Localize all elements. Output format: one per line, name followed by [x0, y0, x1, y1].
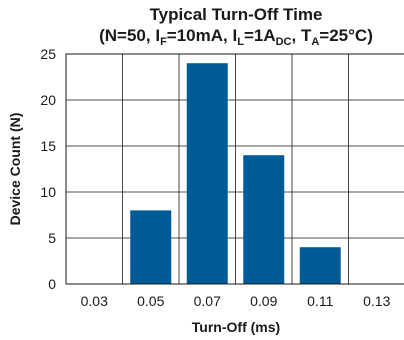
y-tick-label: 0: [48, 276, 56, 292]
bar-0.11: [299, 247, 341, 284]
x-tick-labels: 0.03 0.05 0.07 0.09 0.11 0.13: [81, 293, 391, 309]
x-tick-label: 0.03: [81, 293, 108, 309]
grid: [66, 54, 404, 284]
x-tick-label: 0.13: [363, 293, 390, 309]
y-tick-label: 15: [40, 138, 56, 154]
bar-0.09: [243, 155, 285, 284]
y-tick-label: 10: [40, 184, 56, 200]
x-axis-label: Turn-Off (ms): [192, 319, 280, 335]
bars: [130, 63, 341, 285]
chart-title: Typical Turn-Off Time: [150, 5, 323, 24]
x-tick-label: 0.07: [194, 293, 221, 309]
x-tick-label: 0.05: [137, 293, 164, 309]
y-tick-label: 25: [40, 46, 56, 62]
x-tick-label: 0.09: [250, 293, 277, 309]
y-tick-label: 5: [48, 230, 56, 246]
plot-frame: [65, 53, 404, 285]
y-axis-label: Device Count (N): [7, 113, 23, 226]
chart-subtitle: (N=50, IF=10mA, IL=1ADC, TA=25°C): [99, 26, 373, 48]
y-tick-labels: 0 5 10 15 20 25: [40, 46, 56, 292]
bar-0.07: [186, 63, 228, 285]
y-tick-label: 20: [40, 92, 56, 108]
x-tick-label: 0.11: [307, 293, 333, 309]
bar-0.05: [130, 210, 172, 284]
